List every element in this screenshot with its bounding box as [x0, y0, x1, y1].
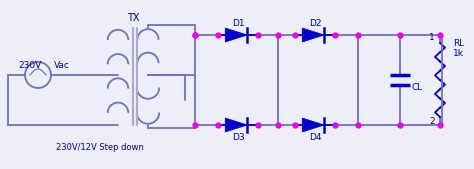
Text: D1: D1: [232, 18, 244, 28]
Text: D3: D3: [232, 134, 244, 142]
Text: Vac: Vac: [54, 61, 70, 69]
Text: D4: D4: [309, 134, 321, 142]
Polygon shape: [225, 28, 247, 42]
Text: D2: D2: [309, 18, 321, 28]
Polygon shape: [302, 118, 324, 132]
Text: 1k: 1k: [453, 49, 464, 57]
Polygon shape: [302, 28, 324, 42]
Polygon shape: [225, 118, 247, 132]
Text: 230V/12V Step down: 230V/12V Step down: [56, 143, 144, 152]
Text: TX: TX: [127, 13, 139, 23]
Text: RL: RL: [453, 39, 464, 47]
Text: CL: CL: [412, 83, 423, 92]
Text: 2: 2: [429, 117, 435, 127]
Text: 1: 1: [429, 33, 435, 42]
Text: 230V: 230V: [18, 61, 41, 69]
